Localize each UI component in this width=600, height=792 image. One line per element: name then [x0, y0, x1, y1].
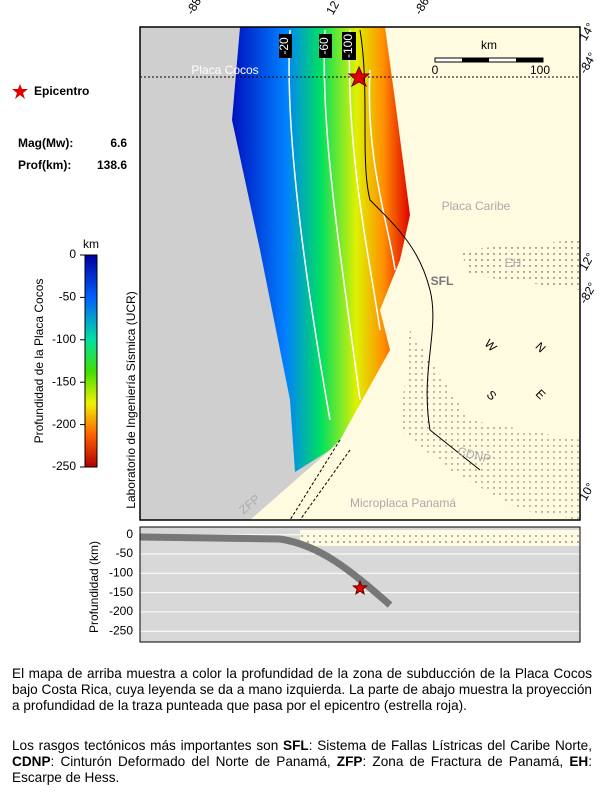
section-grid: 0 -50 -100 -150 -200 -250 — [109, 527, 580, 637]
term: ZFP — [336, 754, 363, 769]
colorbar-title: Profundidad de la Placa Cocos — [32, 279, 46, 444]
colorbar-unit: km — [83, 237, 99, 251]
section-sediment — [300, 533, 580, 545]
figure: Placa Cocos Placa Caribe EH SFL CDNP ZFP… — [12, 0, 600, 643]
credit: Laboratorio de Ingeniería Sísmica (UCR) — [124, 291, 138, 508]
frame-label: -88° — [183, 0, 206, 17]
contours — [288, 29, 396, 421]
contour-labels: -20 -60 -100 — [277, 32, 356, 60]
term: SFL — [283, 738, 309, 753]
contour-label: -100 — [341, 34, 355, 58]
depth-label: Prof(km): — [18, 158, 71, 172]
legend-star — [12, 84, 28, 99]
mag-label: Mag(Mw): — [18, 136, 73, 150]
text-run: : Sistema de Fallas Lístricas del Caribe… — [308, 738, 592, 753]
text-run: : Zona de Fractura de Panamá, — [362, 754, 570, 769]
scale-label: 100 — [530, 63, 550, 77]
colorbar-ticks: 0 -50 -100 -150 -200 -250 — [52, 247, 85, 473]
map-frame — [139, 26, 581, 521]
paragraph: Los rasgos tectónicos más importantes so… — [12, 738, 592, 786]
ocean — [140, 27, 330, 520]
scale-unit: km — [481, 38, 497, 52]
text-run: : Cinturón Deformado del Norte de Panamá… — [50, 754, 337, 769]
epicenter-star — [347, 65, 371, 88]
map-label: Placa Caribe — [442, 199, 511, 213]
colorbar-tick-label: -200 — [52, 417, 76, 431]
zfp-lines — [289, 439, 351, 521]
legend-label: Epicentro — [34, 84, 89, 98]
colorbar-tick-label: 0 — [69, 247, 76, 261]
map-label: EH — [505, 256, 522, 270]
term: EH — [569, 754, 589, 769]
paragraph: El mapa de arriba muestra a color la pro… — [12, 666, 592, 713]
colorbar-tick-label: -100 — [52, 332, 76, 346]
frame-label: -86° — [411, 0, 434, 17]
map: Placa Cocos Placa Caribe EH SFL CDNP ZFP… — [139, 0, 600, 521]
colorbar — [84, 254, 98, 468]
section-tick-label: -100 — [109, 565, 133, 579]
map-label: Microplaca Panamá — [350, 496, 456, 510]
frame-label: 12° — [323, 0, 344, 17]
map-label: SFL — [431, 274, 454, 288]
section-ylabel: Profundidad (km) — [87, 541, 101, 633]
colorbar-tick-label: -250 — [52, 459, 76, 473]
scale-bar: km 0 100 — [432, 38, 551, 77]
section-tick-label: -200 — [109, 604, 133, 618]
mag-value: 6.6 — [110, 136, 127, 150]
section-tick-label: 0 — [126, 527, 133, 541]
contour-label: -60 — [317, 37, 331, 55]
coastline — [359, 29, 481, 471]
colorbar-tick-label: -150 — [52, 374, 76, 388]
colorbar-tick-label: -50 — [59, 290, 77, 304]
slab-profile — [139, 533, 393, 608]
section-epicenter — [351, 579, 369, 596]
map-label: Placa Cocos — [191, 63, 258, 77]
text-run: Los rasgos tectónicos más importantes so… — [12, 738, 284, 753]
scale-label: 0 — [432, 63, 439, 77]
depth-value: 138.6 — [97, 158, 127, 172]
section-tick-label: -150 — [109, 585, 133, 599]
cdnp-zone — [400, 330, 580, 520]
eh-zone — [460, 240, 580, 290]
section-tick-label: -250 — [109, 623, 133, 637]
section-tick-label: -50 — [116, 546, 134, 560]
contour-label: -20 — [277, 37, 291, 55]
term: CDNP — [12, 754, 51, 769]
text-run: : Escarpe de Hess. — [12, 754, 592, 785]
section-frame — [139, 526, 581, 643]
